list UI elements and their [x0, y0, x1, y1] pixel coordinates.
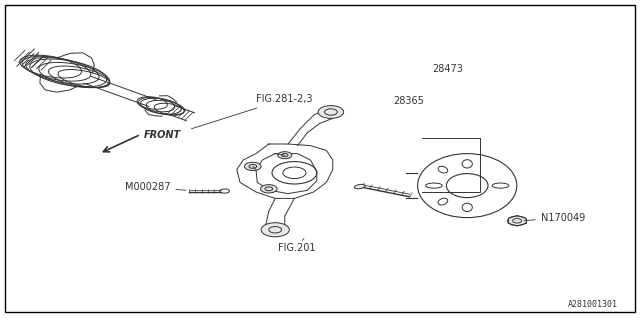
Circle shape	[508, 216, 527, 226]
Circle shape	[318, 106, 344, 118]
Circle shape	[260, 185, 277, 193]
Text: 28473: 28473	[432, 64, 463, 74]
Text: FIG.201: FIG.201	[278, 238, 316, 253]
Text: M000287: M000287	[125, 182, 186, 192]
Circle shape	[278, 152, 292, 159]
Text: FRONT: FRONT	[144, 130, 181, 140]
Circle shape	[261, 223, 289, 237]
Ellipse shape	[355, 184, 365, 189]
Text: A281001301: A281001301	[568, 300, 618, 309]
Text: 28365: 28365	[394, 96, 424, 106]
Text: FIG.281-2,3: FIG.281-2,3	[191, 94, 312, 129]
Circle shape	[244, 162, 261, 171]
Text: N170049: N170049	[524, 213, 585, 223]
